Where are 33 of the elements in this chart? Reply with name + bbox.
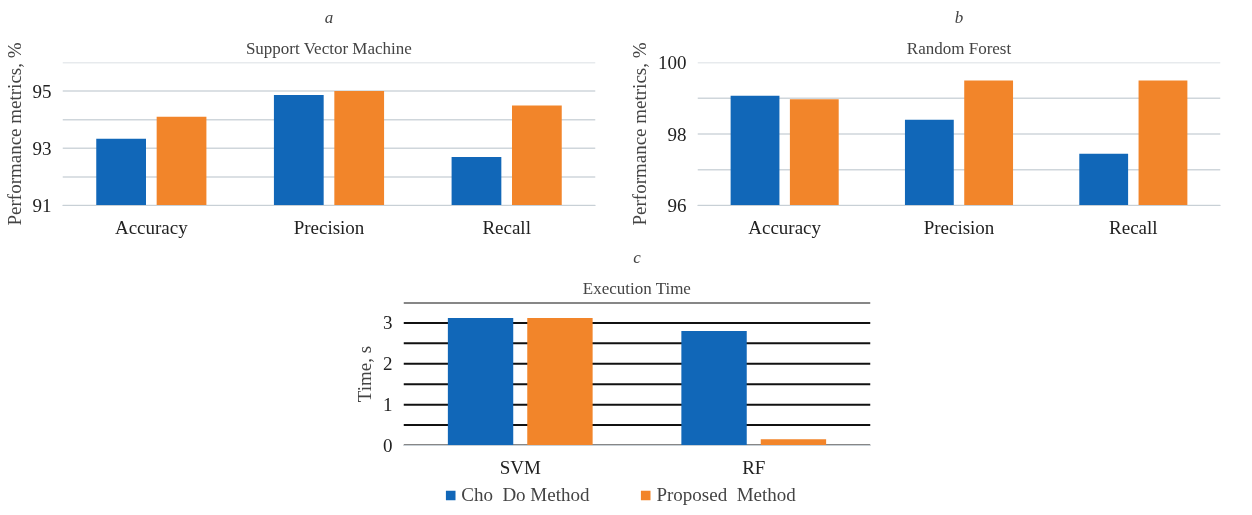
y-tick-label: 1 [383,394,393,416]
chart-title: Execution Time [582,278,691,298]
y-axis-title: Performance metrics, % [3,42,25,226]
bar [527,318,593,446]
bar [760,439,827,446]
chart-title: Support Vector Machine [245,38,412,58]
y-tick-label: 91 [32,195,52,216]
legend-label: Cho Do Method [461,484,590,506]
x-tick-label: Precision [293,216,365,238]
y-tick-label: 100 [658,52,687,73]
x-tick-label: Accuracy [748,216,822,238]
y-tick-label: 2 [383,353,393,375]
y-axis-title: Time, s [354,345,375,403]
y-tick-label: 0 [383,435,393,456]
y-axis-title: Performance metrics, % [629,42,650,226]
x-tick-label: SVM [499,456,541,478]
chart-subtitle: b [954,7,964,27]
y-tick-label: 98 [667,123,687,145]
legend-label: Proposed Method [656,484,796,506]
y-tick-label: 3 [383,312,393,334]
bar [681,331,747,446]
x-tick-label: RF [742,456,766,478]
chart-subtitle: c [633,247,642,267]
y-tick-label: 93 [32,137,52,159]
chart-subtitle: a [324,7,334,27]
x-tick-label: Accuracy [114,216,189,238]
y-tick-label: 96 [667,195,687,216]
chart-title: Random Forest [906,38,1012,58]
x-tick-label: Recall [482,216,531,238]
x-tick-label: Precision [923,216,995,238]
x-tick-label: Recall [1109,216,1158,238]
y-tick-label: 95 [32,80,52,102]
bar [447,318,514,446]
